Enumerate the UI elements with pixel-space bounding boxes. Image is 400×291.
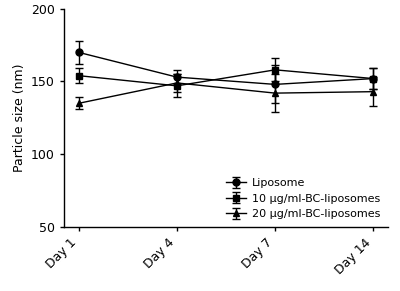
Y-axis label: Particle size (nm): Particle size (nm) xyxy=(12,64,26,172)
Legend: Liposome, 10 μg/ml-BC-liposomes, 20 μg/ml-BC-liposomes: Liposome, 10 μg/ml-BC-liposomes, 20 μg/m… xyxy=(224,176,382,221)
